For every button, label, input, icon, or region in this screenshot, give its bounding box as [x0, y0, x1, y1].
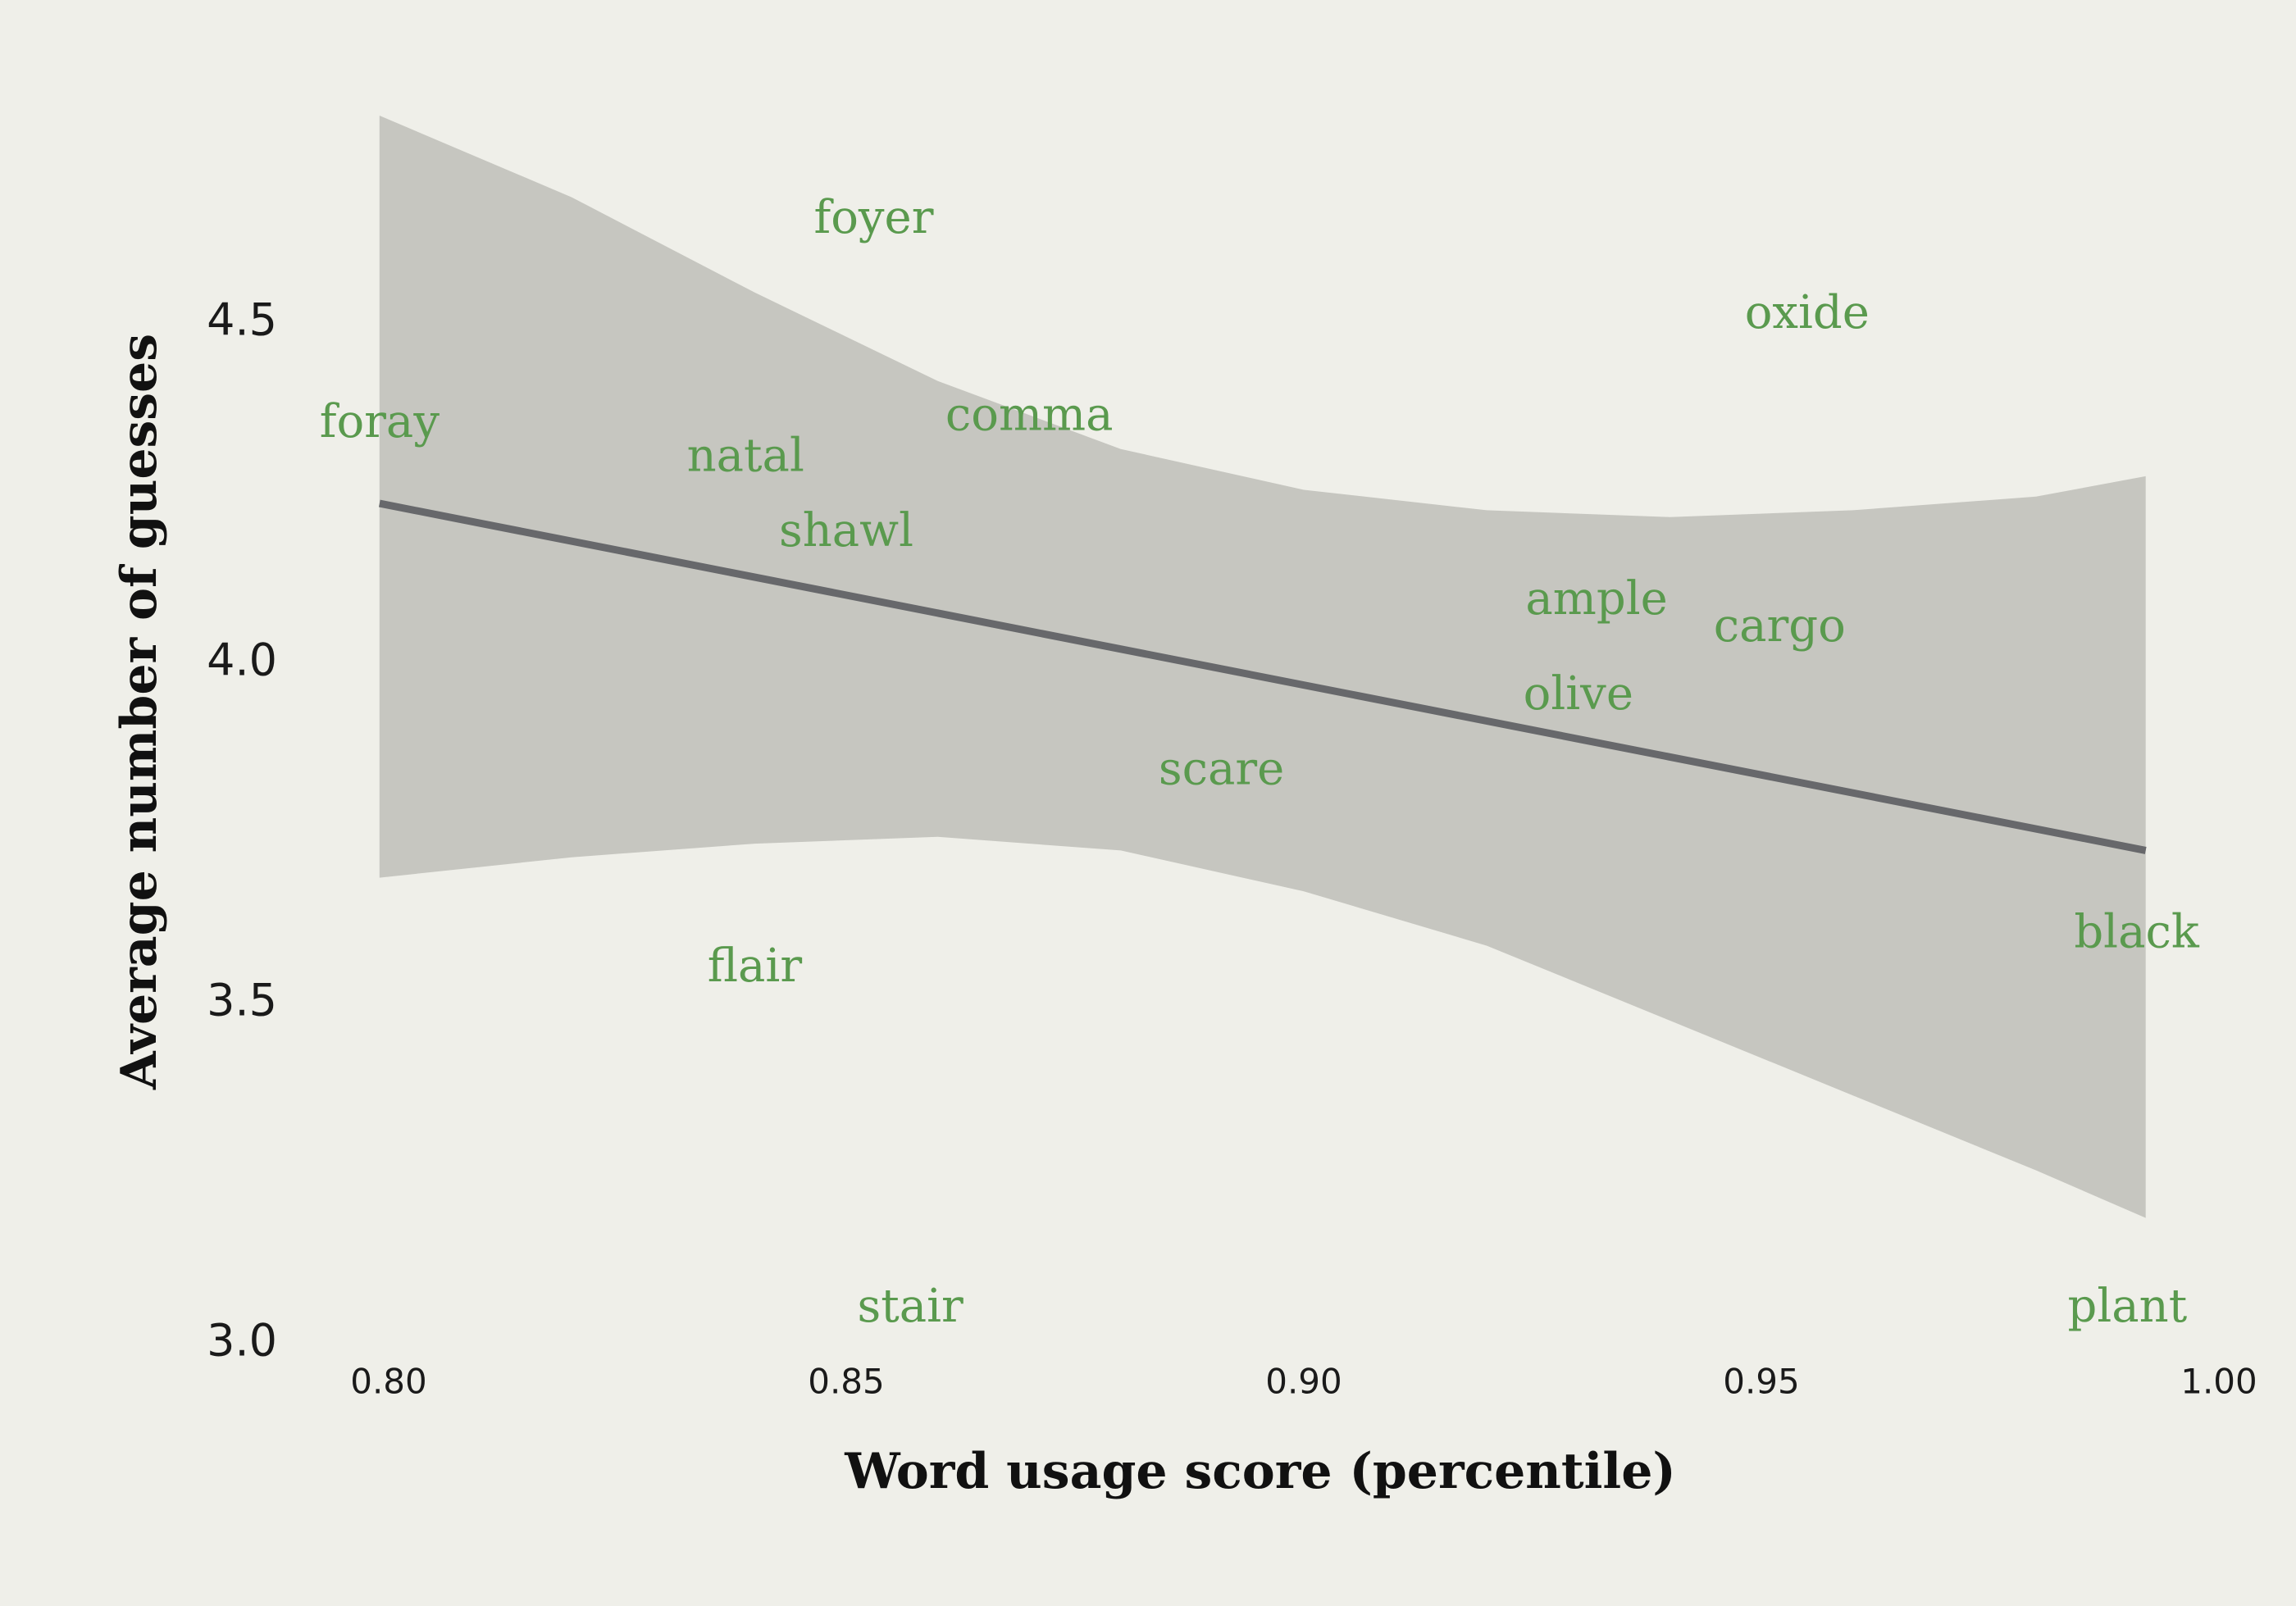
confidence-band	[379, 116, 2146, 1218]
x-axis-title: Word usage score (percentile)	[844, 1443, 1676, 1500]
data-point-label: black	[2074, 906, 2200, 959]
x-tick-label: 0.80	[350, 1362, 427, 1402]
y-tick-label: 3.0	[207, 1315, 277, 1367]
data-point-label: scare	[1159, 742, 1284, 795]
data-point-label: foray	[320, 395, 440, 448]
data-point-label: plant	[2068, 1280, 2188, 1333]
y-axis-title: Average number of guesses	[111, 334, 168, 1090]
data-point-label: olive	[1524, 667, 1633, 721]
data-point-label: cargo	[1714, 599, 1846, 653]
data-point-label: shawl	[779, 504, 913, 557]
data-point-label: stair	[857, 1280, 963, 1333]
x-tick-label: 0.85	[808, 1362, 885, 1402]
x-tick-label: 0.95	[1723, 1362, 1800, 1402]
y-tick-label: 3.5	[207, 975, 277, 1026]
data-point-label: natal	[687, 430, 804, 483]
y-tick-label: 4.0	[207, 635, 277, 686]
trend-line	[378, 499, 2147, 854]
data-point-label: oxide	[1745, 286, 1870, 339]
data-point-label: comma	[945, 389, 1114, 442]
x-tick-label: 1.00	[2180, 1362, 2257, 1402]
data-point-label: foyer	[813, 191, 933, 244]
data-point-label: ample	[1525, 572, 1667, 626]
x-tick-label: 0.90	[1265, 1362, 1342, 1402]
y-tick-label: 4.5	[207, 294, 277, 346]
data-point-label: flair	[708, 939, 803, 993]
